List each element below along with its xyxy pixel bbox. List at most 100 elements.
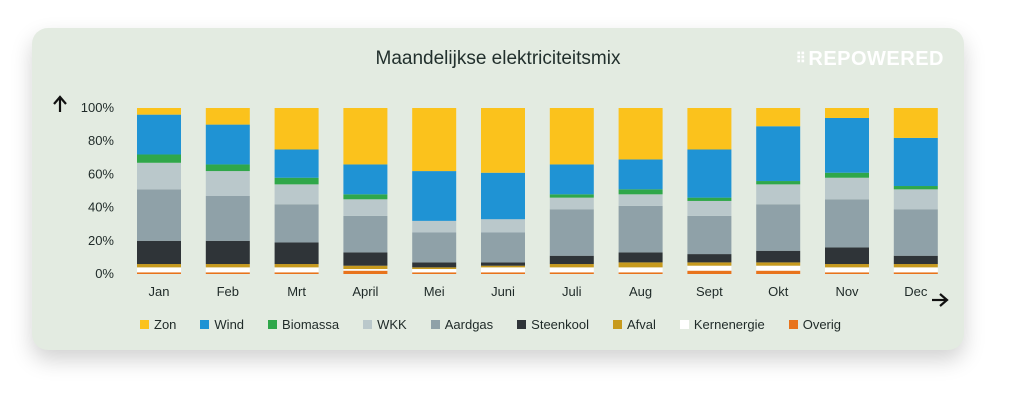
bar-segment-wind-juni — [481, 172, 525, 220]
bar-segment-steenkool-dec — [893, 255, 938, 265]
bar-segment-steenkool-juni — [481, 262, 525, 266]
bar-segment-steenkool-nov — [825, 247, 869, 265]
legend-item-kernenergie: Kernenergie — [679, 317, 765, 332]
bar-segment-aardgas-jan — [137, 189, 181, 241]
y-tick-label: 20% — [88, 233, 114, 248]
bar-segment-wkk-nov — [825, 177, 869, 200]
chart-bars — [137, 108, 938, 274]
bar-segment-overig-mei — [412, 272, 457, 274]
legend-label: Aardgas — [444, 317, 494, 332]
legend-item-wind: Wind — [200, 317, 244, 332]
legend-label: Overig — [802, 317, 842, 332]
legend-item-steenkool: Steenkool — [517, 317, 589, 332]
bar-segment-biomassa-nov — [825, 172, 869, 178]
bar-segment-afval-feb — [205, 264, 250, 268]
bar-segment-wind-dec — [893, 137, 938, 187]
legend-item-afval: Afval — [612, 317, 656, 332]
brand-name: REPOWERED — [808, 48, 944, 70]
bar-segment-wind-feb — [205, 124, 250, 165]
bar-segment-wkk-mei — [412, 220, 457, 233]
bar-segment-afval-jan — [137, 264, 181, 268]
bar-segment-kernenergie-juni — [481, 267, 525, 273]
legend-item-biomassa: Biomassa — [268, 317, 339, 332]
stacked-bar-chart: 100% 80% 60% 40% 20% 0% Jan Feb Mrt April Mei Juni… — [53, 95, 949, 307]
bar-segment-overig-jan — [137, 272, 181, 274]
y-tick-label: 40% — [88, 200, 114, 215]
bar-segment-kernenergie-jan — [137, 267, 181, 273]
bar-segment-overig-juli — [549, 272, 594, 274]
legend-item-aardgas: Aardgas — [430, 317, 494, 332]
bar-segment-zon-sept — [687, 108, 732, 150]
bar-segment-zon-juni — [481, 108, 525, 173]
chart-legend: Zon Wind Biomassa WKK Aardgas Steenkool Afval K… — [140, 317, 865, 332]
bar-segment-aardgas-sept — [687, 215, 732, 255]
legend-item-overig: Overig — [788, 317, 842, 332]
chart-card: Maandelijkse elektriciteitsmix ⠿ REPOWERE… — [32, 28, 964, 350]
chart-axes: 100% 80% 60% 40% 20% 0% — [53, 95, 949, 307]
legend-item-zon: Zon — [140, 317, 176, 332]
bar-segment-afval-mrt — [274, 264, 319, 268]
bar-segment-zon-dec — [893, 108, 938, 138]
bar-segment-biomassa-okt — [756, 181, 801, 185]
legend-swatch — [679, 320, 689, 329]
bar-segment-afval-mei — [412, 267, 457, 270]
bar-segment-kernenergie-mei — [412, 269, 457, 273]
bar-segment-steenkool-juli — [549, 255, 594, 265]
legend-label: WKK — [377, 317, 407, 332]
bar-segment-overig-april — [343, 270, 388, 274]
bar-segment-biomassa-feb — [205, 164, 250, 172]
bar-segment-wkk-aug — [618, 194, 663, 206]
bar-segment-afval-dec — [893, 264, 938, 268]
legend-swatch — [788, 320, 798, 329]
bar-segment-overig-juni — [481, 272, 525, 274]
x-tick-label: Feb — [217, 284, 239, 299]
bar-segment-overig-aug — [618, 272, 663, 274]
bar-segment-overig-nov — [825, 272, 869, 274]
bar-segment-steenkool-okt — [756, 250, 801, 263]
bar-segment-kernenergie-aug — [618, 267, 663, 273]
bar-segment-wkk-sept — [687, 200, 732, 216]
bar-segment-biomassa-jan — [137, 154, 181, 163]
bar-segment-kernenergie-feb — [205, 267, 250, 273]
bar-segment-biomassa-dec — [893, 186, 938, 190]
legend-swatch — [268, 320, 278, 329]
bar-segment-wkk-april — [343, 199, 388, 216]
bar-segment-kernenergie-april — [343, 269, 388, 271]
bar-segment-biomassa-mrt — [274, 177, 319, 185]
bar-segment-kernenergie-mrt — [274, 267, 319, 273]
legend-label: Zon — [154, 317, 177, 332]
bar-segment-zon-jan — [137, 108, 181, 115]
bar-segment-biomassa-sept — [687, 197, 732, 201]
legend-swatch — [140, 320, 149, 329]
bar-segment-zon-aug — [618, 108, 663, 160]
bar-segment-biomassa-april — [343, 194, 388, 200]
bar-segment-aardgas-mrt — [274, 204, 319, 243]
x-tick-label: Dec — [904, 284, 928, 299]
bar-segment-steenkool-april — [343, 252, 388, 266]
bar-segment-zon-juli — [549, 108, 594, 165]
bar-segment-steenkool-jan — [137, 240, 181, 265]
bar-segment-biomassa-juli — [549, 194, 594, 198]
bar-segment-wind-april — [343, 164, 388, 195]
bar-segment-wkk-feb — [205, 171, 250, 196]
bar-segment-biomassa-aug — [618, 189, 663, 195]
bar-segment-zon-feb — [205, 108, 250, 125]
bar-segment-wind-aug — [618, 159, 663, 190]
y-tick-label: 0% — [95, 266, 114, 281]
legend-label: Kernenergie — [693, 317, 765, 332]
bar-segment-steenkool-aug — [618, 252, 663, 263]
x-tick-label: Nov — [835, 284, 859, 299]
bar-segment-wkk-juli — [549, 197, 594, 210]
y-tick-label: 100% — [81, 100, 115, 115]
bar-segment-afval-nov — [825, 264, 869, 268]
bar-segment-zon-mrt — [274, 108, 319, 150]
legend-swatch — [517, 320, 527, 329]
legend-label: Steenkool — [531, 317, 589, 332]
legend-swatch — [430, 320, 440, 329]
brand-logo: ⠿ REPOWERED — [796, 48, 944, 71]
legend-swatch — [200, 320, 210, 329]
bar-segment-aardgas-dec — [893, 209, 938, 256]
bar-segment-steenkool-mrt — [274, 242, 319, 265]
x-tick-label: Juni — [491, 284, 515, 299]
legend-label: Biomassa — [282, 317, 340, 332]
